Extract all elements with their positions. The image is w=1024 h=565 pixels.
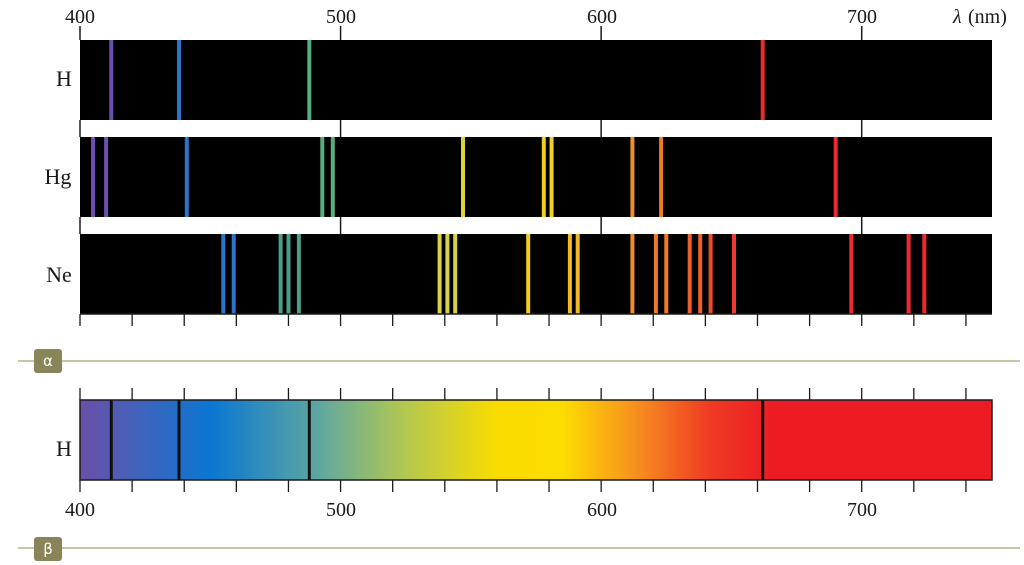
row-label-hg: Hg <box>45 164 72 189</box>
emission-line-hg-547 <box>461 137 465 217</box>
emission-line-ne-724 <box>922 234 927 314</box>
emission-line-ne-625 <box>664 234 669 314</box>
top-major-ticks <box>79 26 863 234</box>
emission-line-ne-612 <box>630 234 635 314</box>
wavelength-unit: (nm) <box>968 6 1007 28</box>
emission-line-hg-623 <box>659 137 664 217</box>
section-alpha-badge <box>34 349 62 373</box>
top-axis: 400 500 600 700 λ (nm) <box>65 6 1007 28</box>
emission-line-h-412 <box>109 40 114 120</box>
emission-line-ne-572 <box>526 234 531 314</box>
emission-bottom-axis <box>79 313 992 326</box>
emission-line-ne-696 <box>849 234 854 314</box>
emission-line-ne-477 <box>278 234 283 314</box>
emission-line-ne-541 <box>445 234 450 314</box>
emission-minor-ticks <box>79 314 967 326</box>
band-background-ne <box>80 234 992 314</box>
emission-line-hg-405 <box>91 137 95 217</box>
emission-line-hg-410 <box>104 137 109 217</box>
section-beta: β <box>18 537 1020 561</box>
emission-line-ne-651 <box>732 234 736 314</box>
emission-line-ne-459 <box>231 234 236 314</box>
section-beta-badge <box>34 537 62 561</box>
row-label-h: H <box>56 66 72 91</box>
absorption-gradient-bar <box>79 399 993 481</box>
emission-line-ne-718 <box>906 234 911 314</box>
row-label-absorption-h: H <box>56 436 72 461</box>
emission-line-hg-612 <box>630 137 635 217</box>
emission-line-ne-538 <box>437 234 442 314</box>
top-tick-700: 700 <box>847 6 877 28</box>
absorption-lines-h <box>109 400 765 480</box>
emission-band-ne: Ne <box>46 234 992 314</box>
emission-line-h-662 <box>760 40 765 120</box>
band-background-hg <box>80 137 992 217</box>
section-beta-label: β <box>43 540 53 558</box>
section-alpha-label: α <box>43 352 53 370</box>
bottom-tick-600: 600 <box>587 499 617 521</box>
emission-lines-h <box>109 40 765 120</box>
emission-line-ne-480 <box>286 234 291 314</box>
emission-line-hg-690 <box>833 137 838 217</box>
emission-line-ne-591 <box>575 234 580 314</box>
emission-line-h-488 <box>307 40 312 120</box>
emission-lines-ne <box>221 234 927 314</box>
absorption-line-662 <box>761 400 765 480</box>
emission-line-ne-634 <box>687 234 692 314</box>
bottom-tick-400: 400 <box>65 499 95 521</box>
top-tick-400: 400 <box>65 6 95 28</box>
absorption-top-ticks <box>79 388 967 400</box>
emission-band-hg: Hg <box>45 137 992 217</box>
bottom-axis: 400 500 600 700 <box>65 499 877 521</box>
emission-line-ne-621 <box>653 234 658 314</box>
absorption-line-438 <box>177 400 181 480</box>
emission-line-ne-455 <box>221 234 226 314</box>
emission-line-ne-588 <box>567 234 572 314</box>
emission-line-hg-497 <box>330 137 335 217</box>
absorption-line-488 <box>307 400 311 480</box>
row-label-ne: Ne <box>46 262 72 287</box>
absorption-line-412 <box>109 400 113 480</box>
absorption-bottom-ticks <box>79 480 967 492</box>
emission-line-hg-441 <box>184 137 189 217</box>
emission-line-ne-544 <box>453 234 458 314</box>
top-tick-500: 500 <box>326 6 356 28</box>
top-tick-600: 600 <box>587 6 617 28</box>
emission-line-hg-578 <box>541 137 546 217</box>
band-background-h <box>80 40 992 120</box>
emission-line-ne-638 <box>698 234 703 314</box>
emission-line-hg-581 <box>549 137 554 217</box>
wavelength-symbol: λ <box>952 6 962 28</box>
emission-line-ne-484 <box>296 234 301 314</box>
emission-band-h: H <box>56 40 992 120</box>
emission-line-h-438 <box>177 40 181 120</box>
bottom-tick-700: 700 <box>847 499 877 521</box>
emission-line-ne-642 <box>708 234 713 314</box>
emission-line-hg-493 <box>320 137 325 217</box>
absorption-band-h: H <box>56 388 993 492</box>
emission-lines-hg <box>91 137 838 217</box>
section-alpha: α <box>18 349 1020 373</box>
bottom-tick-500: 500 <box>326 499 356 521</box>
